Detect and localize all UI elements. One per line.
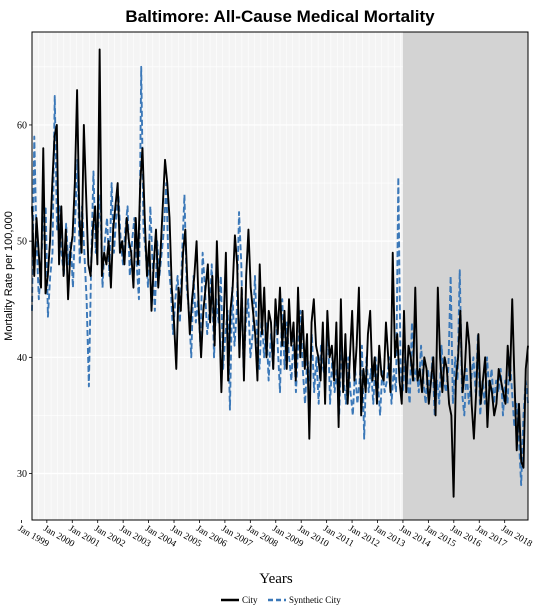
chart-title: Baltimore: All-Cause Medical Mortality bbox=[125, 7, 435, 26]
legend: City Synthetic City bbox=[221, 595, 341, 605]
plot-border bbox=[31, 31, 529, 521]
series-line-city bbox=[31, 48, 529, 498]
shaded-period bbox=[402, 32, 528, 520]
legend-city-label: City bbox=[242, 595, 258, 605]
y-axis-label: Mortality Rate per 100,000 bbox=[3, 211, 15, 341]
series-lines bbox=[31, 48, 529, 498]
y-tick-label: 50 bbox=[17, 237, 27, 248]
series-line-synthetic-city bbox=[31, 65, 529, 487]
legend-synthetic-label: Synthetic City bbox=[289, 595, 341, 605]
plot-area bbox=[31, 31, 529, 521]
y-ticks: 30 40 50 60 bbox=[17, 120, 32, 480]
y-tick-label: 40 bbox=[17, 353, 27, 364]
x-axis-label: Years bbox=[259, 571, 293, 587]
y-tick-label: 60 bbox=[17, 120, 27, 131]
y-tick-label: 30 bbox=[17, 469, 27, 480]
